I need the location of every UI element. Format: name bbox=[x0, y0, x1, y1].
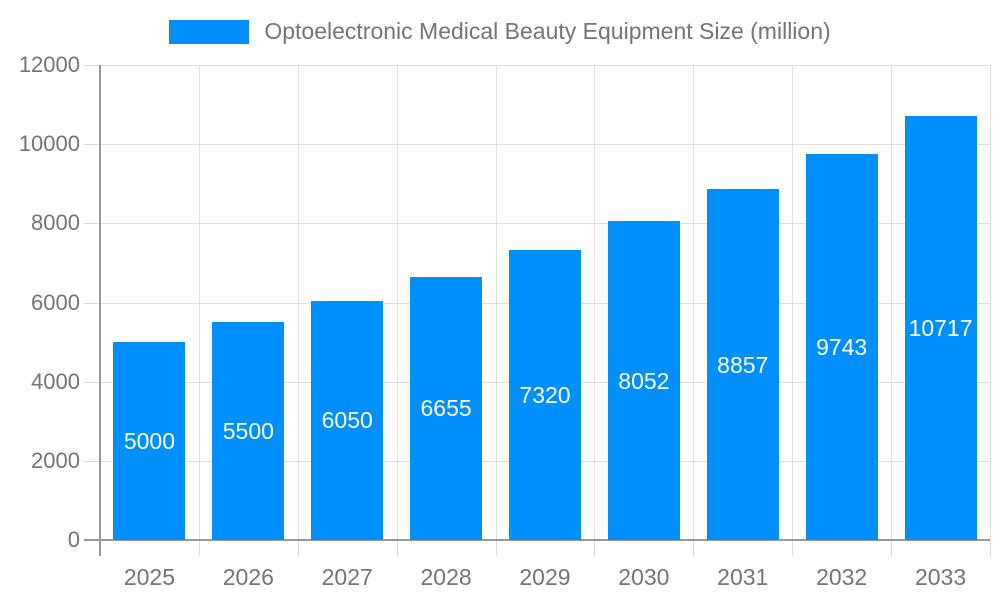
x-axis-tick bbox=[198, 540, 200, 556]
y-gridline bbox=[100, 65, 990, 66]
bar-2030[interactable] bbox=[607, 221, 680, 540]
x-axis-label: 2029 bbox=[519, 564, 571, 590]
x-axis-tick bbox=[396, 540, 398, 556]
x-axis-tick bbox=[495, 540, 497, 556]
bar-2027[interactable] bbox=[311, 300, 384, 540]
x-gridline bbox=[693, 65, 695, 540]
y-axis-label: 12000 bbox=[18, 52, 80, 77]
y-gridline bbox=[100, 144, 990, 146]
y-axis-label: 0 bbox=[67, 527, 80, 552]
y-axis-label: 10000 bbox=[18, 131, 80, 157]
y-axis-tick bbox=[84, 144, 100, 146]
y-axis-tick bbox=[84, 460, 100, 462]
y-axis-label: 2000 bbox=[31, 447, 80, 473]
x-axis-label: 2026 bbox=[222, 564, 274, 590]
x-axis-label: 2033 bbox=[914, 564, 967, 590]
bar-2026[interactable] bbox=[212, 322, 285, 540]
x-axis-tick bbox=[297, 540, 299, 556]
y-axis-tick bbox=[84, 223, 100, 225]
bar-2032[interactable] bbox=[805, 154, 878, 540]
bar-2025[interactable] bbox=[113, 342, 186, 540]
x-gridline bbox=[198, 65, 200, 540]
y-axis-tick bbox=[84, 381, 100, 383]
x-axis-label: 2032 bbox=[816, 564, 868, 590]
x-axis-label: 2025 bbox=[123, 564, 176, 590]
x-axis-label: 2031 bbox=[717, 564, 769, 590]
x-axis-tick bbox=[693, 540, 695, 556]
legend-label: Optoelectronic Medical Beauty Equipment … bbox=[264, 18, 831, 44]
x-axis-label: 2027 bbox=[321, 564, 373, 590]
bar-2031[interactable] bbox=[706, 189, 779, 540]
x-axis-line bbox=[84, 539, 990, 541]
x-axis-tick bbox=[792, 540, 794, 556]
x-gridline bbox=[396, 65, 398, 540]
x-axis-tick bbox=[891, 540, 893, 556]
y-axis-label: 4000 bbox=[31, 368, 80, 394]
legend-item[interactable]: Optoelectronic Medical Beauty Equipment … bbox=[0, 18, 1000, 45]
y-axis-label: 6000 bbox=[31, 289, 80, 315]
y-axis-tick bbox=[84, 302, 100, 304]
x-axis-tick bbox=[990, 540, 991, 556]
y-axis-label: 8000 bbox=[31, 210, 80, 236]
bar-2028[interactable] bbox=[410, 276, 483, 540]
x-gridline bbox=[891, 65, 893, 540]
y-gridline bbox=[100, 223, 990, 225]
y-axis-line bbox=[99, 65, 101, 556]
x-gridline bbox=[594, 65, 596, 540]
bar-2033[interactable] bbox=[904, 115, 977, 540]
x-axis-tick bbox=[594, 540, 596, 556]
x-gridline bbox=[495, 65, 497, 540]
x-axis-label: 2028 bbox=[420, 564, 472, 590]
x-gridline bbox=[297, 65, 299, 540]
y-axis-tick bbox=[84, 65, 100, 66]
x-axis-label: 2030 bbox=[618, 564, 670, 590]
x-gridline bbox=[990, 65, 991, 540]
legend-swatch bbox=[169, 19, 250, 44]
x-gridline bbox=[792, 65, 794, 540]
bar-2029[interactable] bbox=[509, 250, 581, 540]
